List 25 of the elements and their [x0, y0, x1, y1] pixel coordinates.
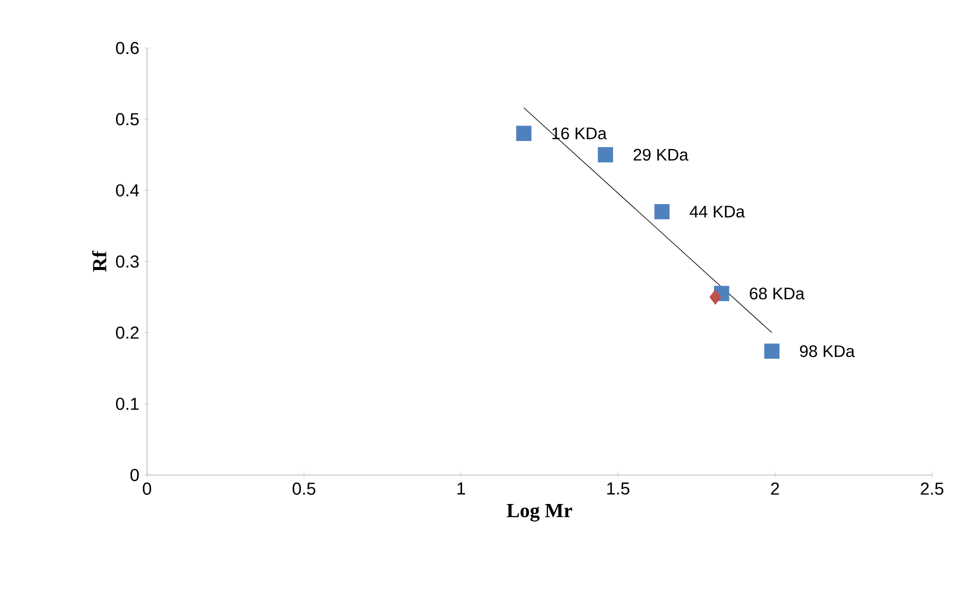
- annotation: 16 KDa: [552, 128, 607, 140]
- y-tick-label: 0.6: [116, 42, 139, 54]
- x-tick-label: 0: [142, 482, 152, 495]
- point: [516, 126, 532, 142]
- point: [764, 344, 780, 359]
- x-tick-label: 0.5: [292, 482, 316, 495]
- y-tick-label: 0.3: [116, 255, 139, 268]
- annotation: 29 KDa: [634, 148, 688, 161]
- y-tick-label: 0: [130, 468, 139, 482]
- y-tick-label: 0.4: [116, 184, 139, 196]
- point: [710, 289, 722, 305]
- point: [654, 204, 670, 220]
- x-tick-label: 2.5: [920, 482, 944, 495]
- y-tick-label: 0.1: [116, 398, 139, 410]
- y-axis-title: Rf: [92, 250, 106, 272]
- annotation: 68 KDa: [750, 288, 805, 300]
- point: [598, 147, 614, 162]
- annotation: 44 KDa: [690, 206, 745, 218]
- annotation: 98 KDa: [800, 345, 855, 358]
- x-tick-label: 1: [458, 482, 465, 494]
- x-tick-label: 1.5: [607, 482, 630, 495]
- y-tick-label: 0.5: [116, 113, 139, 126]
- x-tick-label: 2: [771, 482, 779, 495]
- y-tick-label: 0.2: [116, 326, 139, 339]
- x-axis-title: Log Mr: [506, 504, 572, 522]
